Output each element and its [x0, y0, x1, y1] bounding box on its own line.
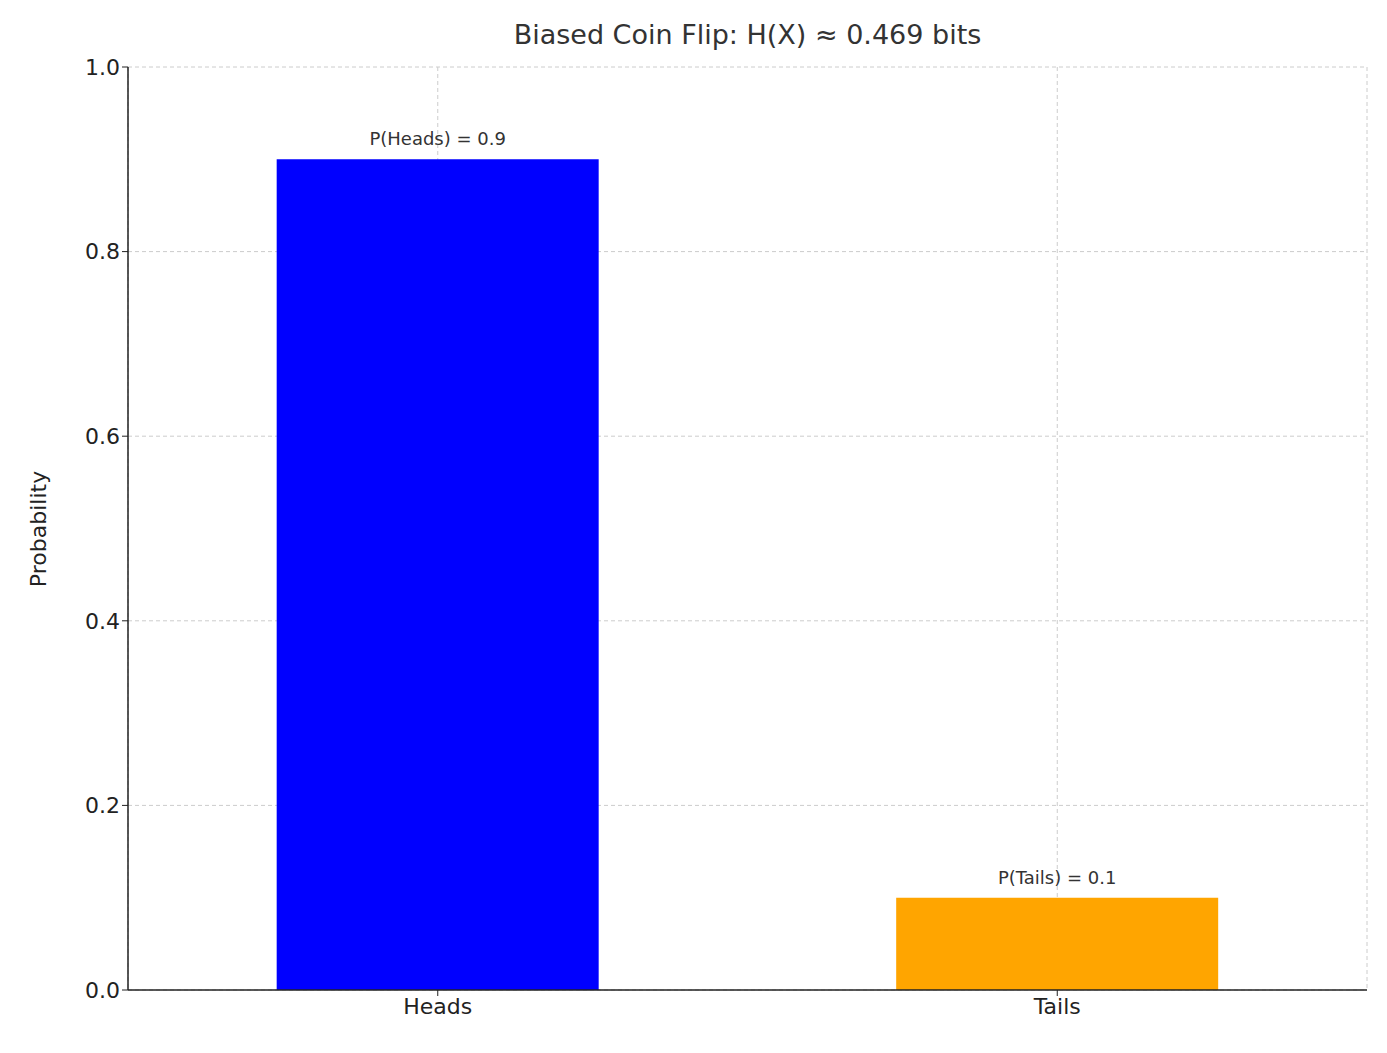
svg-text:0.6: 0.6 — [85, 424, 120, 449]
html-text:Probability: Probability — [25, 470, 51, 587]
svg-text:0.4: 0.4 — [85, 609, 120, 634]
svg-text:P(Tails) = 0.1: P(Tails) = 0.1 — [998, 867, 1116, 888]
svg-text:0.2: 0.2 — [85, 793, 120, 818]
svg-text:1.0: 1.0 — [85, 55, 120, 80]
svg-text:0.8: 0.8 — [85, 239, 120, 264]
svg-text:0.0: 0.0 — [85, 978, 120, 1003]
svg-text:P(Heads) = 0.9: P(Heads) = 0.9 — [369, 128, 506, 149]
svg-text:Heads: Heads — [403, 994, 472, 1019]
html-text:Biased Coin Flip: H(X) ≈ 0.469: Biased Coin Flip: H(X) ≈ 0.469 bits — [513, 19, 982, 50]
svg-text:Tails: Tails — [1033, 994, 1081, 1019]
